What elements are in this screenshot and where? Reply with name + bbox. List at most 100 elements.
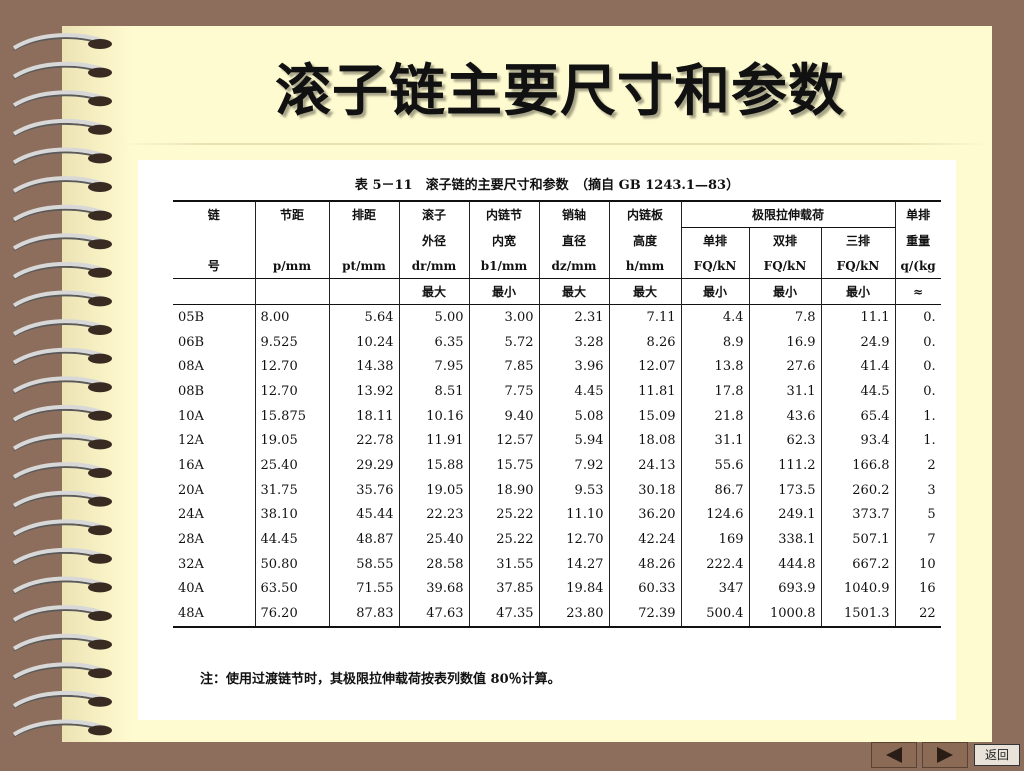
header-triple-2: FQ/kN: [820, 253, 895, 279]
table-cell: 15.88: [398, 453, 469, 478]
table-cell: 249.1: [748, 502, 821, 528]
header-chain-no-2: 号: [207, 259, 220, 273]
table-cell: 14.38: [328, 354, 399, 380]
table-cell: 3.96: [538, 354, 609, 380]
table-cell: 62.3: [748, 428, 821, 454]
binding-ring: [12, 90, 112, 109]
table-cell: 7: [894, 527, 941, 552]
table-cell: 55.6: [680, 453, 749, 478]
chain-number-cell: 08A: [178, 359, 204, 375]
table-cell: 93.4: [820, 428, 895, 454]
table-cell: 25.22: [468, 502, 539, 528]
table-cell: 22.23: [398, 502, 469, 528]
table-cell: 63.50: [254, 576, 329, 602]
chain-number-cell: 24A: [178, 507, 204, 523]
binding-ring: [12, 147, 112, 166]
chain-number-cell: 10A: [178, 408, 204, 424]
header-pin-3: dz/mm: [538, 253, 609, 279]
table-row: 08A 12.70 14.38 7.95 7.85 3.96 12.07 13.8 27.6 41…: [173, 354, 941, 380]
frame-top: [0, 0, 1024, 26]
binding-ring: [12, 719, 112, 738]
header-roller-3: dr/mm: [398, 253, 469, 279]
table-cell: 693.9: [748, 576, 821, 602]
table-cell: 2: [894, 453, 941, 478]
table-cell: 24.13: [608, 453, 681, 478]
table-cell: 373.7: [820, 502, 895, 528]
table-cell: 10.16: [398, 403, 469, 429]
table-cell: 36.20: [608, 502, 681, 528]
header-weight-1: 单排: [894, 200, 941, 228]
table-cell: 7.92: [538, 453, 609, 478]
header-row-2: 外径 内宽 直径 高度 单排 双排 三排 重量: [173, 227, 941, 253]
next-slide-button[interactable]: [922, 742, 968, 768]
table-cell: 3: [894, 477, 941, 503]
table-caption: 表 5－11 滚子链的主要尺寸和参数 （摘自 GB 1243.1—83）: [354, 178, 740, 193]
binding-ring: [12, 61, 112, 80]
binding-ring: [12, 576, 112, 595]
table-cell: 47.63: [398, 601, 469, 628]
table-cell: 48.87: [328, 527, 399, 552]
table-cell: 2.31: [538, 303, 609, 330]
table-cell: 222.4: [680, 551, 749, 577]
chain-number-cell: 05B: [173, 303, 255, 330]
subheader-cell: [173, 278, 255, 305]
table-cell: 124.6: [680, 502, 749, 528]
table-cell: 11.10: [538, 502, 609, 528]
table-cell: 500.4: [680, 601, 749, 628]
header-inner-width-3: b1/mm: [468, 253, 539, 279]
table-cell: 25.22: [468, 527, 539, 552]
prev-slide-button[interactable]: [871, 742, 917, 768]
binding-ring: [12, 176, 112, 194]
table-cell: 12.70: [538, 527, 609, 552]
table-cell: 47.35: [468, 601, 539, 628]
table-cell: 12.57: [468, 428, 539, 454]
header-row-1: 链 节距 排距 滚子 内链节 销轴 内链板 极限拉伸载荷 单排: [173, 200, 941, 228]
table-row: 05B 8.00 5.64 5.00 3.00 2.31 7.11 4.4 7.8 11.1 0.: [173, 303, 941, 330]
table-cell: 667.2: [820, 551, 895, 577]
table-cell: 29.29: [328, 453, 399, 478]
table-cell: 338.1: [748, 527, 821, 552]
header-plate-1: 内链板: [608, 200, 681, 228]
header-tensile-group: 极限拉伸载荷: [680, 200, 895, 228]
subheader-cell: 最小: [680, 278, 749, 305]
table-cell: 7.85: [468, 354, 539, 380]
table-cell: 31.55: [468, 551, 539, 577]
table-cell: 7.75: [468, 379, 539, 404]
back-button[interactable]: 返回: [974, 744, 1020, 766]
binding-ring: [12, 319, 112, 337]
table-cell: 15.75: [468, 453, 539, 478]
chain-number-cell: 06B: [178, 334, 205, 350]
table-cell: 5: [894, 502, 941, 528]
chain-spec-table: 链 节距 排距 滚子 内链节 销轴 内链板 极限拉伸载荷 单排 外径 内宽 直径…: [173, 200, 941, 628]
binding-ring: [12, 547, 112, 566]
title-divider: [120, 143, 988, 145]
chain-number-cell: 08B: [178, 383, 205, 399]
triangle-left-icon: [886, 747, 902, 763]
table-cell: 4.45: [538, 379, 609, 404]
table-cell: 11.1: [820, 303, 895, 330]
table-cell: 7.95: [398, 354, 469, 380]
table-cell: 5.72: [468, 329, 539, 355]
table-cell: 17.8: [680, 379, 749, 404]
binding-ring: [12, 605, 112, 623]
table-cell: 15.09: [608, 403, 681, 429]
table-cell: 6.35: [398, 329, 469, 355]
table-row: 06B 9.525 10.24 6.35 5.72 3.28 8.26 8.9 16.9 24.9…: [173, 329, 941, 355]
binding-ring: [12, 490, 112, 509]
subheader-cell: [254, 278, 329, 305]
header-row-3: 号 p/mm pt/mm dr/mm b1/mm dz/mm h/mm FQ/k…: [173, 253, 941, 279]
binding-ring: [12, 290, 112, 309]
table-cell: 7.11: [608, 303, 681, 330]
table-cell: 5.08: [538, 403, 609, 429]
table-cell: 166.8: [820, 453, 895, 478]
header-roller-1: 滚子: [398, 200, 469, 228]
table-cell: 44.45: [254, 527, 329, 552]
table-cell: 31.75: [254, 477, 329, 503]
binding-ring: [12, 233, 112, 252]
table-cell: 1501.3: [820, 601, 895, 628]
chain-number-cell: 40A: [178, 581, 204, 597]
table-cell: 76.20: [254, 601, 329, 628]
table-cell: 8.26: [608, 329, 681, 355]
table-cell: 9.525: [254, 329, 329, 355]
table-cell: 169: [680, 527, 749, 552]
